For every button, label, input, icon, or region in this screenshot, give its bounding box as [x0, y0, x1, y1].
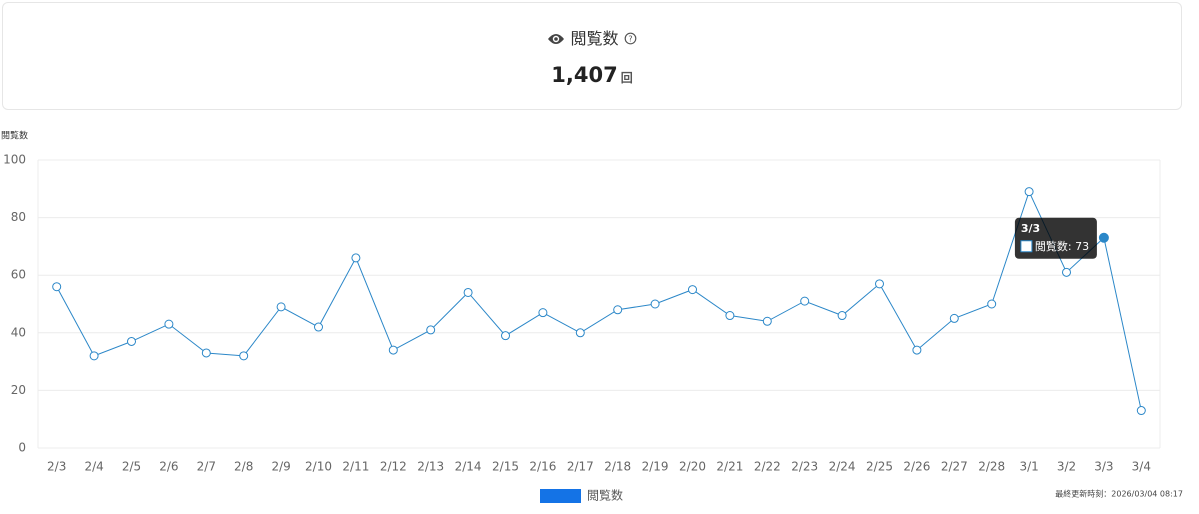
x-tick-label: 2/28 — [978, 460, 1005, 474]
card-title: 閲覧数 — [570, 29, 619, 48]
x-tick-label: 2/12 — [380, 460, 407, 474]
x-tick-label: 2/17 — [567, 460, 594, 474]
eye-icon — [548, 34, 565, 44]
x-tick-label: 3/3 — [1094, 460, 1113, 474]
total-unit: 回 — [620, 71, 633, 85]
data-point — [314, 322, 323, 332]
x-tick-label: 2/25 — [866, 460, 893, 474]
data-point — [613, 305, 623, 315]
data-point — [575, 328, 585, 338]
data-point — [538, 308, 548, 318]
tooltip-title: 3/3 — [1021, 222, 1040, 235]
total-value: 1,407 — [551, 63, 618, 87]
x-tick-label: 2/10 — [305, 460, 332, 474]
y-tick-label: 100 — [3, 153, 26, 167]
x-tick-label: 2/8 — [234, 460, 253, 474]
x-tick-label: 2/21 — [716, 460, 743, 474]
help-icon[interactable]: ? — [624, 32, 637, 45]
x-tick-label: 2/9 — [271, 460, 290, 474]
last-updated: 最終更新時刻：2026/03/04 08:17 — [1055, 489, 1183, 499]
x-tick-label: 2/22 — [754, 460, 781, 474]
card-header: 閲覧数 ? — [3, 25, 1181, 49]
data-point — [201, 348, 211, 358]
data-point — [351, 253, 361, 263]
data-point — [501, 331, 510, 341]
data-point — [762, 316, 772, 326]
stat-card: 閲覧数 ? 1,407 回 — [2, 2, 1182, 110]
tooltip-text: 閲覧数: 73 — [1035, 239, 1089, 253]
data-point — [875, 279, 884, 289]
y-axis-title: 閲覧数 — [1, 130, 28, 142]
x-tick-label: 2/16 — [529, 460, 556, 474]
series-line — [56, 190, 1142, 411]
tooltip: 3/3 閲覧数: 73 — [1014, 217, 1097, 259]
data-point — [463, 287, 473, 297]
data-point — [1098, 232, 1109, 243]
y-tick-label: 20 — [11, 383, 26, 397]
x-tick-label: 3/1 — [1019, 460, 1038, 474]
legend-swatch — [540, 489, 581, 503]
x-tick-label: 2/7 — [197, 460, 216, 474]
y-tick-label: 60 — [11, 268, 26, 282]
x-tick-label: 2/3 — [47, 460, 66, 474]
legend-label: 閲覧数 — [587, 488, 623, 503]
data-point — [837, 311, 847, 321]
x-tick-label: 2/11 — [342, 460, 369, 474]
y-tick-label: 0 — [18, 441, 26, 455]
x-tick-label: 2/18 — [604, 460, 631, 474]
data-point — [89, 351, 99, 361]
x-tick-label: 2/26 — [903, 460, 930, 474]
tooltip-swatch — [1020, 240, 1033, 253]
data-point — [127, 336, 136, 346]
x-tick-label: 2/13 — [417, 460, 444, 474]
data-point — [1136, 406, 1146, 416]
x-tick-label: 2/4 — [84, 460, 103, 474]
y-tick-label: 40 — [11, 325, 26, 339]
y-tick-label: 80 — [11, 210, 26, 224]
tooltip-box — [1014, 217, 1097, 259]
data-point — [52, 282, 62, 292]
data-point — [1024, 187, 1034, 197]
data-point — [650, 299, 660, 309]
data-point — [912, 345, 922, 355]
x-tick-label: 3/4 — [1132, 460, 1151, 474]
x-tick-label: 2/27 — [941, 460, 968, 474]
x-tick-label: 2/15 — [492, 460, 519, 474]
svg-text:?: ? — [628, 35, 632, 44]
x-tick-label: 2/5 — [122, 460, 141, 474]
data-point — [688, 285, 697, 295]
data-point — [426, 325, 436, 335]
data-point — [164, 319, 174, 329]
data-point — [949, 313, 959, 323]
x-tick-label: 3/2 — [1057, 460, 1076, 474]
x-tick-label: 2/24 — [829, 460, 856, 474]
x-tick-label: 2/23 — [791, 460, 818, 474]
x-tick-label: 2/20 — [679, 460, 706, 474]
data-point — [725, 311, 735, 321]
data-point — [239, 351, 249, 361]
data-point — [276, 302, 286, 312]
data-point — [800, 296, 810, 306]
data-point — [1062, 267, 1071, 277]
data-point — [987, 299, 997, 309]
x-tick-label: 2/19 — [642, 460, 669, 474]
x-tick-label: 2/14 — [455, 460, 482, 474]
card-value: 1,407 回 — [3, 63, 1181, 87]
x-tick-label: 2/6 — [159, 460, 178, 474]
data-point — [388, 345, 398, 355]
